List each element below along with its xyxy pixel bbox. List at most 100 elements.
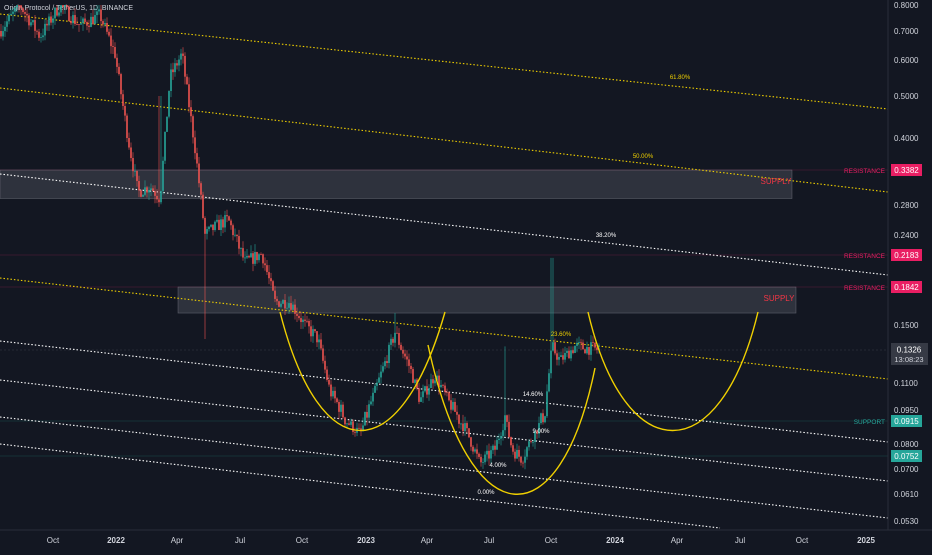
bearish-candle <box>74 8 76 26</box>
bearish-candle <box>316 330 318 348</box>
bullish-candle <box>390 334 392 350</box>
bearish-candle <box>580 338 582 351</box>
bearish-candle <box>480 453 482 467</box>
bullish-candle <box>490 445 492 464</box>
bearish-candle <box>264 257 266 271</box>
x-tick-label-0: Oct <box>47 536 60 545</box>
bearish-candle <box>182 47 184 64</box>
bearish-candle <box>386 355 388 368</box>
bearish-candle <box>252 250 254 272</box>
bullish-candle <box>72 11 74 29</box>
bearish-candle <box>130 142 132 162</box>
bearish-candle <box>198 156 200 188</box>
bullish-candle <box>428 384 430 401</box>
bullish-candle <box>178 55 180 72</box>
bullish-candle <box>590 335 592 361</box>
bullish-candle <box>394 313 396 348</box>
bearish-candle <box>86 20 88 31</box>
bullish-candle <box>484 451 486 465</box>
bullish-candle <box>214 220 216 232</box>
bearish-candle <box>158 96 160 207</box>
bullish-candle <box>460 422 462 430</box>
bearish-candle <box>488 443 490 466</box>
bullish-candle <box>350 418 352 427</box>
bullish-candle <box>302 315 304 329</box>
bearish-candle <box>192 114 194 144</box>
fib-label-1: 50.00% <box>633 154 654 160</box>
bullish-candle <box>42 28 44 41</box>
bullish-candle <box>32 19 34 26</box>
bearish-candle <box>146 185 148 198</box>
bearish-candle <box>34 14 36 38</box>
bearish-candle <box>360 423 362 436</box>
y-tick-label-15: 0.0800 <box>894 440 919 449</box>
bearish-candle <box>184 52 186 85</box>
bearish-candle <box>348 419 350 426</box>
bullish-candle <box>374 383 376 393</box>
bearish-candle <box>304 313 306 327</box>
bullish-candle <box>340 399 342 417</box>
bearish-candle <box>78 24 80 32</box>
bullish-candle <box>434 378 436 387</box>
bearish-candle <box>84 13 86 25</box>
bullish-candle <box>312 325 314 343</box>
bullish-candle <box>282 299 284 305</box>
bullish-candle <box>216 214 218 224</box>
bearish-candle <box>200 181 202 200</box>
bearish-candle <box>154 185 156 204</box>
bearish-candle <box>400 342 402 351</box>
x-tick-label-13: 2025 <box>857 536 875 545</box>
bullish-candle <box>288 296 290 314</box>
bearish-candle <box>66 5 68 9</box>
x-tick-label-6: Apr <box>421 536 434 545</box>
bearish-candle <box>432 374 434 389</box>
bearish-candle <box>218 215 220 231</box>
bearish-candle <box>520 455 522 466</box>
bullish-candle <box>578 336 580 349</box>
bullish-candle <box>2 25 4 41</box>
level-tag-3: SUPPORT <box>854 419 885 426</box>
fib-label-2: 38.20% <box>596 233 617 239</box>
bearish-candle <box>114 42 116 59</box>
bearish-candle <box>522 460 524 468</box>
bearish-candle <box>310 320 312 342</box>
bearish-candle <box>118 63 120 76</box>
bearish-candle <box>120 72 122 100</box>
bullish-candle <box>318 334 320 350</box>
bearish-candle <box>140 189 142 198</box>
bearish-candle <box>320 332 322 351</box>
bullish-candle <box>16 5 18 13</box>
bullish-candle <box>208 225 210 232</box>
bearish-candle <box>334 386 336 404</box>
bearish-candle <box>36 29 38 35</box>
bullish-candle <box>162 156 164 195</box>
bearish-candle <box>124 103 126 122</box>
bearish-candle <box>510 436 512 448</box>
bearish-candle <box>266 259 268 276</box>
bearish-candle <box>18 5 20 13</box>
bullish-candle <box>44 18 46 41</box>
bullish-candle <box>528 439 530 451</box>
bearish-candle <box>530 438 532 444</box>
bullish-candle <box>364 411 366 427</box>
bearish-candle <box>554 338 556 356</box>
bearish-candle <box>230 218 232 230</box>
bearish-candle <box>398 328 400 349</box>
bearish-candle <box>110 28 112 54</box>
bearish-candle <box>102 19 104 28</box>
y-tick-label-7: 0.2400 <box>894 231 919 240</box>
bearish-candle <box>106 17 108 35</box>
bearish-candle <box>132 152 134 178</box>
pattern-curve-2 <box>587 311 759 431</box>
supply-zone-1 <box>177 286 797 314</box>
bullish-candle <box>8 13 10 25</box>
bearish-candle <box>50 11 52 26</box>
bearish-candle <box>456 405 458 420</box>
x-tick-label-10: Apr <box>671 536 684 545</box>
bullish-candle <box>492 444 494 454</box>
x-tick-label-12: Oct <box>796 536 809 545</box>
bearish-candle <box>260 252 262 256</box>
bearish-candle <box>290 295 292 312</box>
